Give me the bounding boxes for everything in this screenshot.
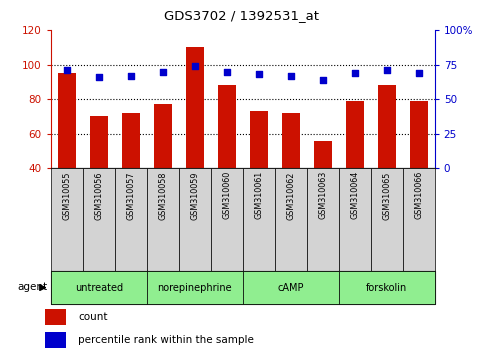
Bar [45, 309, 66, 325]
Text: GSM310059: GSM310059 [190, 171, 199, 220]
Text: percentile rank within the sample: percentile rank within the sample [78, 335, 254, 346]
Text: GSM310055: GSM310055 [62, 171, 71, 220]
Text: GSM310065: GSM310065 [382, 171, 391, 219]
Point [127, 73, 135, 79]
Text: GSM310061: GSM310061 [254, 171, 263, 219]
Bar [243, 168, 275, 271]
Point [159, 69, 167, 74]
Text: norepinephrine: norepinephrine [157, 282, 232, 293]
Text: GSM310058: GSM310058 [158, 171, 167, 219]
Text: GSM310057: GSM310057 [126, 171, 135, 220]
Text: cAMP: cAMP [277, 282, 304, 293]
Bar [90, 116, 108, 237]
Bar [211, 168, 242, 271]
Point [223, 69, 230, 74]
Point [191, 63, 199, 69]
Bar [243, 271, 339, 304]
Bar [339, 168, 371, 271]
Text: GSM310064: GSM310064 [350, 171, 359, 219]
Bar [147, 271, 243, 304]
Text: forskolin: forskolin [366, 282, 407, 293]
Bar [282, 113, 299, 237]
Point [383, 67, 391, 73]
Bar [115, 168, 147, 271]
Bar [250, 111, 268, 237]
Bar [45, 332, 66, 348]
Point [255, 72, 263, 77]
Text: GDS3702 / 1392531_at: GDS3702 / 1392531_at [164, 9, 319, 22]
Bar [339, 271, 435, 304]
Bar [403, 168, 435, 271]
Point [95, 74, 102, 80]
Text: GSM310060: GSM310060 [222, 171, 231, 219]
Text: GSM310066: GSM310066 [414, 171, 423, 219]
Point [351, 70, 358, 76]
Text: GSM310063: GSM310063 [318, 171, 327, 219]
Point [287, 73, 295, 79]
Text: agent: agent [18, 282, 48, 292]
Bar [154, 104, 171, 237]
Bar [378, 85, 396, 237]
Bar [51, 271, 147, 304]
Bar [314, 141, 331, 237]
Bar [307, 168, 339, 271]
Bar [346, 101, 364, 237]
Text: GSM310062: GSM310062 [286, 171, 295, 219]
Point [63, 67, 71, 73]
Bar [58, 73, 75, 237]
Point [319, 77, 327, 82]
Point [415, 70, 423, 76]
Text: count: count [78, 312, 108, 322]
Bar [410, 101, 427, 237]
Bar [147, 168, 179, 271]
Bar [371, 168, 403, 271]
Bar [186, 47, 203, 237]
Bar [51, 168, 83, 271]
Text: GSM310056: GSM310056 [94, 171, 103, 219]
Bar [218, 85, 236, 237]
Bar [179, 168, 211, 271]
Bar [122, 113, 140, 237]
Text: untreated: untreated [75, 282, 123, 293]
Bar [83, 168, 115, 271]
Bar [275, 168, 307, 271]
